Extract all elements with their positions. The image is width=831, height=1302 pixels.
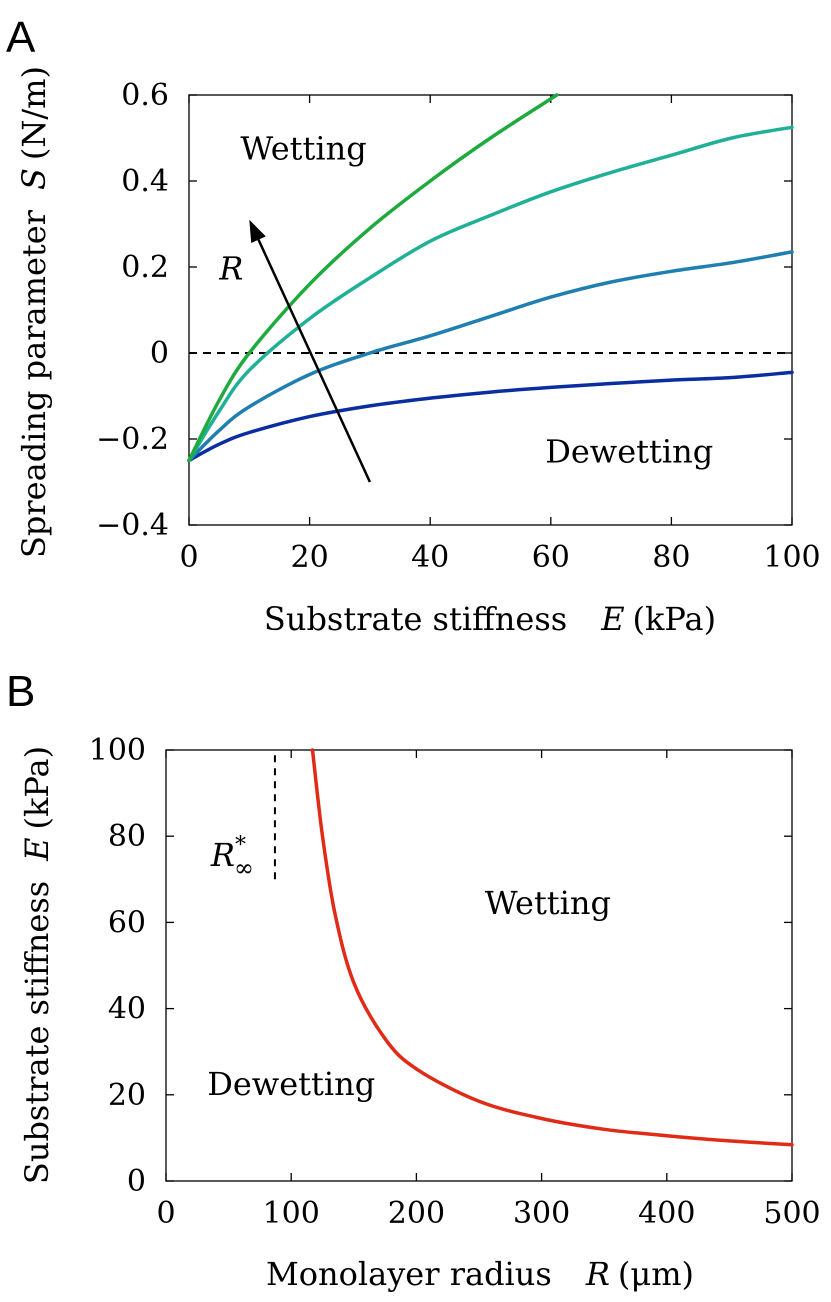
- y-tick-labels-a: −0.4 −0.2 0 0.2 0.4 0.6: [96, 78, 169, 543]
- y-tick-label: 0.4: [121, 164, 169, 199]
- x-tick-label: 40: [411, 540, 449, 575]
- dewetting-label-a: Dewetting: [545, 433, 713, 471]
- panel-letter-b: B: [6, 667, 35, 716]
- x-tick-label: 100: [263, 1196, 320, 1231]
- x-tick-label: 80: [652, 540, 690, 575]
- increasing-r-arrow: [257, 239, 372, 483]
- x-axis-unit: (μm): [618, 1255, 694, 1293]
- y-tick-label: 80: [108, 819, 146, 854]
- x-axis-label-a: Substrate stiffness E (kPa): [264, 600, 716, 638]
- x-tick-label: 400: [638, 1196, 695, 1231]
- y-tick-label: −0.4: [96, 508, 169, 543]
- plot-frame-a: [188, 94, 793, 526]
- wetting-label-b: Wetting: [485, 884, 611, 922]
- y-axis-label-a: Spreading parameter S (N/m): [15, 66, 53, 558]
- y-axis-symbol: E: [18, 837, 56, 861]
- series-group-a: [187, 93, 794, 463]
- y-axis-unit: (N/m): [15, 66, 53, 160]
- y-tick-label: 0.2: [121, 250, 169, 285]
- r-infinity-sup: *: [235, 833, 246, 858]
- panel-a: A 0 20 40 60 80 100 −0.4 −0.2 0 0.2 0.4 0.6 R Wett…: [6, 13, 821, 638]
- axis-ticks-b: [165, 749, 793, 1182]
- y-axis-label-b: Substrate stiffness E (kPa): [18, 746, 56, 1184]
- y-tick-label: 0: [127, 1164, 146, 1199]
- y-tick-label: 0.6: [121, 78, 169, 113]
- x-tick-label: 500: [763, 1196, 820, 1231]
- plot-frame-b: [165, 749, 793, 1182]
- x-tick-label: 20: [291, 540, 329, 575]
- y-tick-labels-b: 0 20 40 60 80 100: [89, 733, 146, 1199]
- y-tick-label: 60: [108, 905, 146, 940]
- series-line-r1: [187, 370, 794, 463]
- y-tick-label: 20: [108, 1078, 146, 1113]
- y-axis-label-text: Substrate stiffness: [18, 881, 56, 1184]
- x-tick-labels-b: 0 100 200 300 400 500: [156, 1196, 820, 1231]
- wetting-label-a: Wetting: [240, 130, 366, 168]
- series-line-boundary: [310, 748, 794, 1147]
- y-tick-label: −0.2: [96, 422, 169, 457]
- x-tick-label: 200: [388, 1196, 445, 1231]
- x-tick-label: 0: [156, 1196, 175, 1231]
- series-line-r3: [187, 125, 794, 463]
- y-tick-label: 40: [108, 992, 146, 1027]
- x-tick-label: 60: [532, 540, 570, 575]
- arrow-head: [249, 219, 266, 244]
- arrow-label-r: R: [218, 250, 243, 288]
- x-tick-labels-a: 0 20 40 60 80 100: [179, 540, 820, 575]
- x-axis-label-text: Substrate stiffness: [264, 600, 567, 638]
- y-tick-label: 0: [150, 336, 169, 371]
- dewetting-label-b: Dewetting: [207, 1065, 375, 1103]
- x-axis-label-b: Monolayer radius R (μm): [266, 1255, 694, 1293]
- x-axis-symbol: E: [600, 600, 624, 638]
- y-axis-label-text: Spreading parameter: [15, 209, 53, 558]
- x-axis-symbol: R: [585, 1255, 610, 1293]
- x-tick-label: 100: [763, 540, 820, 575]
- x-axis-label-text: Monolayer radius: [266, 1255, 552, 1293]
- x-axis-unit: (kPa): [633, 600, 717, 638]
- y-axis-symbol: S: [15, 168, 53, 190]
- y-tick-label: 100: [89, 733, 146, 768]
- panel-letter-a: A: [6, 13, 36, 62]
- series-group-b: [310, 748, 794, 1147]
- x-tick-label: 300: [513, 1196, 570, 1231]
- y-axis-unit: (kPa): [18, 746, 56, 830]
- r-infinity-sub: ∞: [234, 854, 254, 882]
- series-line-r4: [187, 93, 559, 463]
- r-infinity-label: R* ∞: [210, 833, 254, 882]
- series-line-r2: [187, 250, 794, 463]
- x-tick-label: 0: [179, 540, 198, 575]
- r-infinity-base: R: [210, 836, 235, 874]
